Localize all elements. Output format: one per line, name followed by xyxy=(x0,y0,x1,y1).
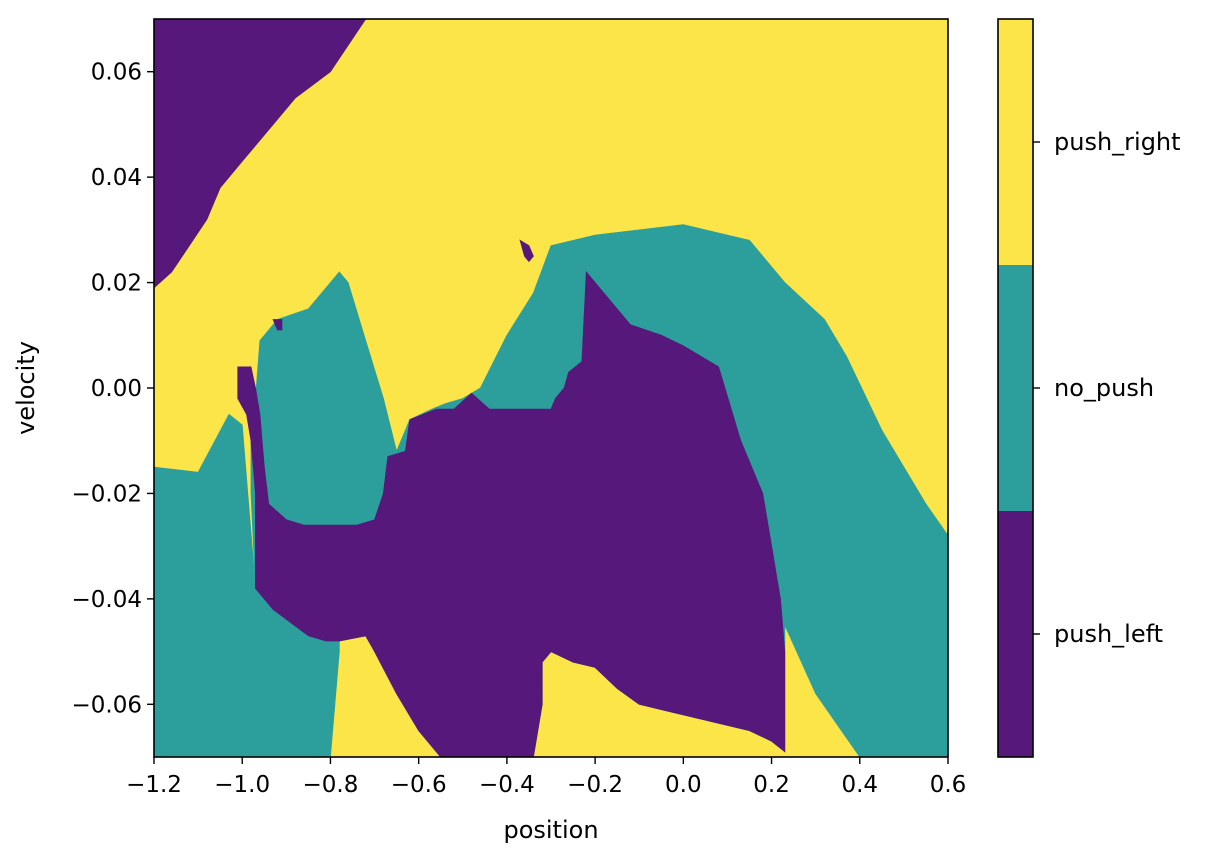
x-tick-label: 0.0 xyxy=(665,772,702,798)
y-axis: −0.06 −0.04 −0.02 0.00 0.02 0.04 0.06 xyxy=(72,60,154,718)
region-push-left-4 xyxy=(519,239,534,263)
x-tick-label: 0.6 xyxy=(930,772,967,798)
y-tick-label: −0.04 xyxy=(72,587,142,613)
y-tick-label: 0.06 xyxy=(91,60,142,86)
colorbar: push_left no_push push_right xyxy=(997,18,1181,758)
region-push-left-3 xyxy=(237,270,786,757)
x-tick-label: −0.4 xyxy=(479,772,535,798)
colorbar-segment-push-left xyxy=(998,511,1033,757)
colorbar-segment-push-right xyxy=(998,19,1033,265)
y-tick-label: −0.02 xyxy=(72,481,142,507)
y-tick-label: 0.02 xyxy=(91,271,142,297)
region-layer xyxy=(154,19,948,757)
x-tick-label: −0.6 xyxy=(391,772,447,798)
x-tick-label: −1.0 xyxy=(214,772,270,798)
x-axis: −1.2 −1.0 −0.8 −0.6 −0.4 −0.2 0.0 0.2 0.4 0.6 xyxy=(126,757,966,798)
x-tick-label: 0.4 xyxy=(841,772,878,798)
region-push-left-0 xyxy=(154,19,367,289)
y-tick-label: 0.00 xyxy=(91,376,142,402)
colorbar-frame xyxy=(997,18,1034,758)
colorbar-label: push_left xyxy=(1054,620,1163,648)
colorbar-label: push_right xyxy=(1054,128,1181,156)
region-push-left-5 xyxy=(272,319,283,331)
plot-area xyxy=(154,19,948,757)
y-tick-label: −0.06 xyxy=(72,692,142,718)
x-tick-label: 0.2 xyxy=(753,772,790,798)
colorbar-label: no_push xyxy=(1054,374,1154,402)
x-tick-label: −0.8 xyxy=(303,772,359,798)
y-axis-label: velocity xyxy=(12,341,40,435)
y-tick-label: 0.04 xyxy=(91,165,142,191)
x-axis-label: position xyxy=(503,816,598,844)
colorbar-segment-no-push xyxy=(998,265,1033,511)
x-tick-label: −1.2 xyxy=(126,772,182,798)
x-tick-label: −0.2 xyxy=(567,772,623,798)
